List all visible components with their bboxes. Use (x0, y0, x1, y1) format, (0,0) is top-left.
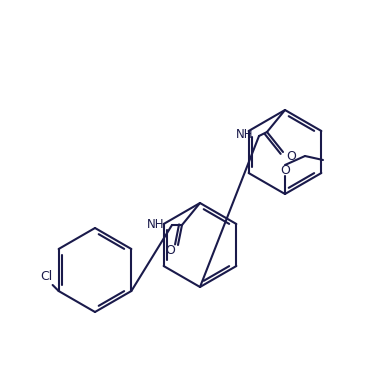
Text: O: O (165, 244, 175, 258)
Text: O: O (286, 149, 296, 163)
Text: Cl: Cl (40, 269, 53, 283)
Text: NH: NH (236, 127, 254, 141)
Text: NH: NH (147, 218, 165, 232)
Text: O: O (280, 164, 290, 177)
